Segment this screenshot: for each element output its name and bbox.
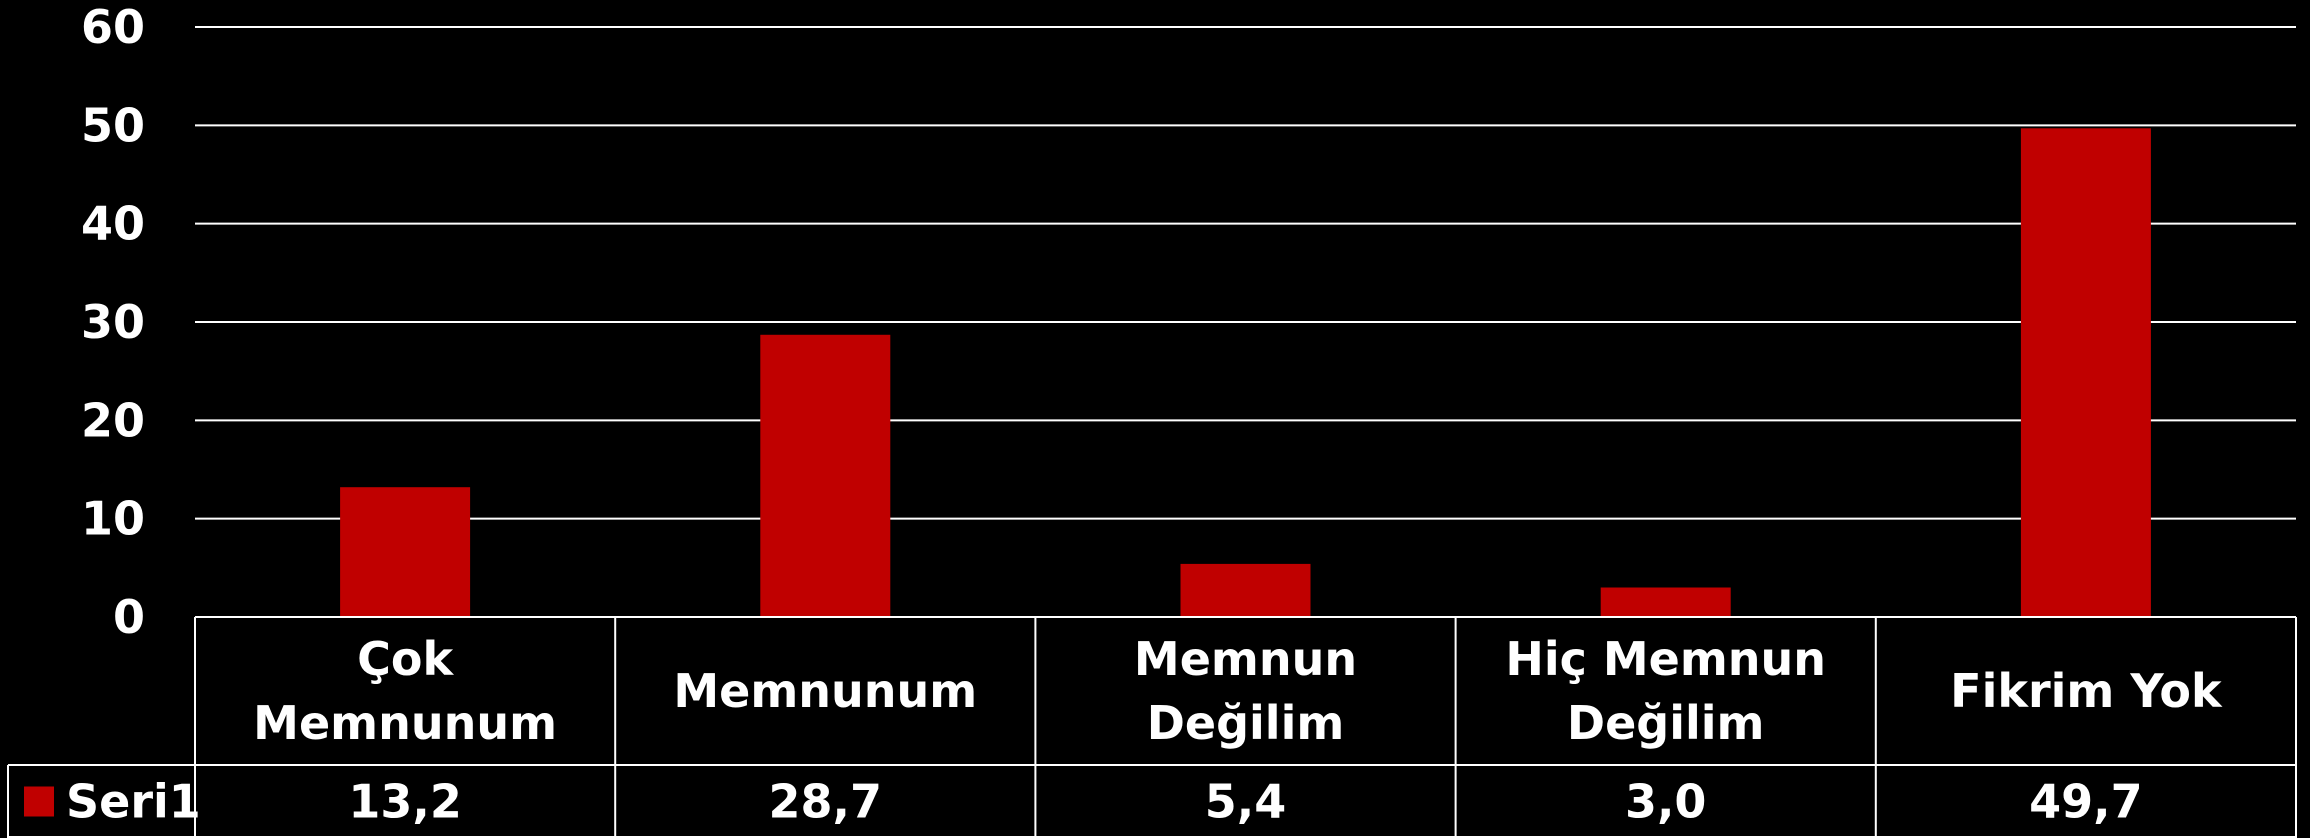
y-tick-label: 40 [81, 197, 145, 251]
data-value-label: 28,7 [769, 775, 883, 829]
data-value-label: 5,4 [1205, 775, 1287, 829]
legend-swatch [24, 786, 54, 817]
y-tick-label: 60 [81, 0, 145, 54]
data-value-label: 3,0 [1625, 775, 1707, 829]
y-tick-label: 50 [81, 98, 145, 152]
gridlines [195, 26, 2296, 520]
category-label: Hiç Memnun Değilim [1505, 632, 1826, 750]
bar [1600, 587, 1731, 617]
data-value-label: 13,2 [348, 775, 462, 829]
bar [760, 334, 891, 617]
data-table: Çok Memnunum Memnunum Memnun Değilim Hiç Memn… [7, 616, 2297, 838]
y-tick-label: 10 [81, 492, 145, 546]
data-value-label: 49,7 [2029, 775, 2143, 829]
category-label: Çok Memnunum [253, 632, 557, 750]
bar [1180, 563, 1311, 617]
bar [340, 487, 471, 617]
y-tick-label: 20 [81, 393, 145, 447]
y-tick-label: 0 [113, 590, 145, 644]
category-label: Memnun Değilim [1134, 632, 1357, 750]
category-label: Fikrim Yok [1950, 664, 2223, 718]
bars [340, 128, 2151, 618]
y-tick-label: 30 [81, 295, 145, 349]
category-label: Memnunum [673, 664, 977, 718]
bar [2020, 128, 2151, 618]
legend-series-name: Seri1 [66, 775, 201, 829]
y-axis: 0 10 20 30 40 50 60 [81, 0, 145, 644]
